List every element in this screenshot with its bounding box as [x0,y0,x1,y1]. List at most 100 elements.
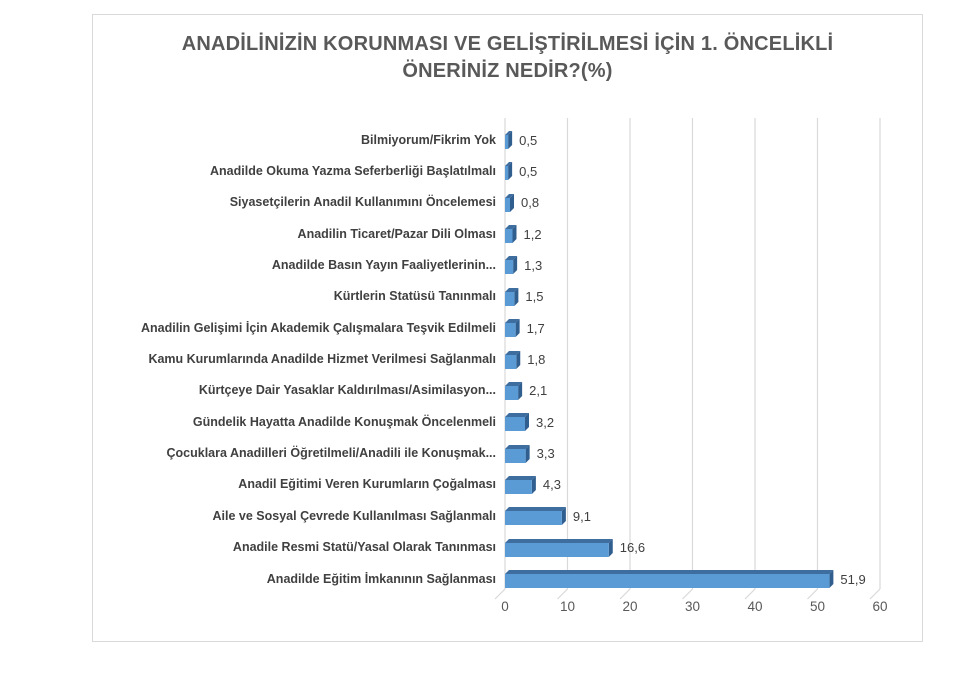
bar-top-face [505,538,613,543]
gridline-foot [682,588,693,600]
value-label: 1,3 [524,257,543,273]
bar-front-face [505,417,525,432]
bar-side-face [513,256,518,275]
bar-top-face [505,444,530,449]
x-tick-label: 0 [501,599,509,614]
plot-area: Bilmiyorum/Fikrim Yok 0,5 Anadilde Okuma Y… [93,15,922,641]
value-label: 1,2 [523,226,542,242]
category-label: Gündelik Hayatta Anadilde Konuşmak Öncel… [192,414,496,429]
bar [505,193,514,212]
gridline-foot [557,588,568,600]
bar-front-face [505,323,516,338]
value-label: 1,7 [526,320,545,336]
gridline-foot [744,588,756,600]
value-label: 1,8 [527,352,546,368]
x-tick-label: 10 [559,599,576,614]
bar-side-face [525,444,530,463]
bar [505,350,521,369]
x-tick-label: 30 [684,599,701,614]
x-tick-label: 20 [622,599,638,614]
bar-top-face [505,256,518,261]
category-label: Anadilde Basın Yayın Faaliyetlerinin... [271,257,496,272]
bar-side-face [531,475,536,494]
gridline-foot [619,588,631,600]
bar-side-face [829,570,834,589]
bar-front-face [505,448,526,463]
bar-top-face [505,350,521,355]
bar [505,413,529,432]
bar-top-face [505,225,517,230]
category-label: Anadilin Ticaret/Pazar Dili Olması [297,226,496,241]
bar-side-face [508,131,513,149]
bar-top-face [505,162,513,167]
value-label: 1,5 [525,289,544,305]
value-label: 0,5 [519,163,538,179]
bar-front-face [505,542,609,557]
bar [505,319,520,338]
bar-side-face [608,538,613,557]
bar-side-face [518,381,523,400]
bar-top-face [505,319,520,324]
bar-side-face [561,507,566,526]
bar-front-face [505,574,830,589]
bar-side-face [516,350,521,369]
bar-side-face [514,287,519,306]
category-label: Anadilde Okuma Yazma Seferberliği Başlat… [210,163,496,178]
bar [505,225,517,244]
bar [505,570,834,589]
bar-front-face [505,354,517,369]
bar [505,538,613,557]
bar-side-face [512,225,517,244]
value-label: 16,6 [619,540,646,556]
bar-front-face [505,197,510,212]
bar-side-face [515,319,520,338]
value-label: 51,9 [840,571,866,587]
bar [505,131,513,149]
bar-front-face [505,511,562,526]
value-label: 2,1 [529,383,548,399]
category-label: Kürtçeye Dair Yasaklar Kaldırılması/Asim… [198,383,496,398]
bar-front-face [505,291,515,306]
bar-top-face [505,413,529,418]
value-label: 3,2 [536,414,555,430]
gridline-foot [494,588,506,600]
value-label: 0,5 [519,132,538,148]
bar-side-face [508,162,513,181]
category-label: Çocuklara Anadilleri Öğretilmeli/Anadili… [166,446,497,461]
bar-front-face [505,135,509,149]
bar [505,444,530,463]
value-label: 0,8 [521,195,540,211]
bar-side-face [510,193,514,212]
bar-top-face [505,475,536,480]
x-tick-label: 50 [809,599,826,614]
bar-chart: ANADİLİNİZİN KORUNMASI VE GELİŞTİRİLMESİ… [92,14,923,642]
bar-top-face [505,570,834,575]
category-label: Anadile Resmi Statü/Yasal Olarak Tanınma… [232,540,496,555]
bar-front-face [505,385,519,400]
bar-front-face [505,229,513,244]
category-label: Aile ve Sosyal Çevrede Kullanılması Sağl… [212,508,496,523]
bar-top-face [505,381,523,386]
bar [505,507,566,526]
bar-front-face [505,166,509,181]
bar-top-face [505,193,514,198]
bar [505,162,513,181]
bar-front-face [505,260,514,275]
x-tick-label: 40 [747,599,763,614]
value-label: 4,3 [542,477,561,493]
bar-top-face [505,131,513,135]
bar [505,381,523,400]
bar-front-face [505,479,532,494]
bar [505,256,518,275]
category-label: Anadilin Gelişimi İçin Akademik Çalışmal… [140,320,496,335]
category-label: Siyasetçilerin Anadil Kullanımını Öncele… [229,195,496,210]
category-label: Anadil Eğitimi Veren Kurumların Çoğalmas… [238,477,496,492]
chart-title: ANADİLİNİZİN KORUNMASI VE GELİŞTİRİLMESİ… [181,33,834,82]
value-label: 9,1 [572,508,591,524]
value-label: 3,3 [536,446,555,462]
category-label: Kamu Kurumlarında Anadilde Hizmet Verilm… [148,352,496,367]
category-label: Bilmiyorum/Fikrim Yok [361,132,496,147]
category-label: Kürtlerin Statüsü Tanınmalı [333,289,496,304]
bar-side-face [525,413,529,432]
